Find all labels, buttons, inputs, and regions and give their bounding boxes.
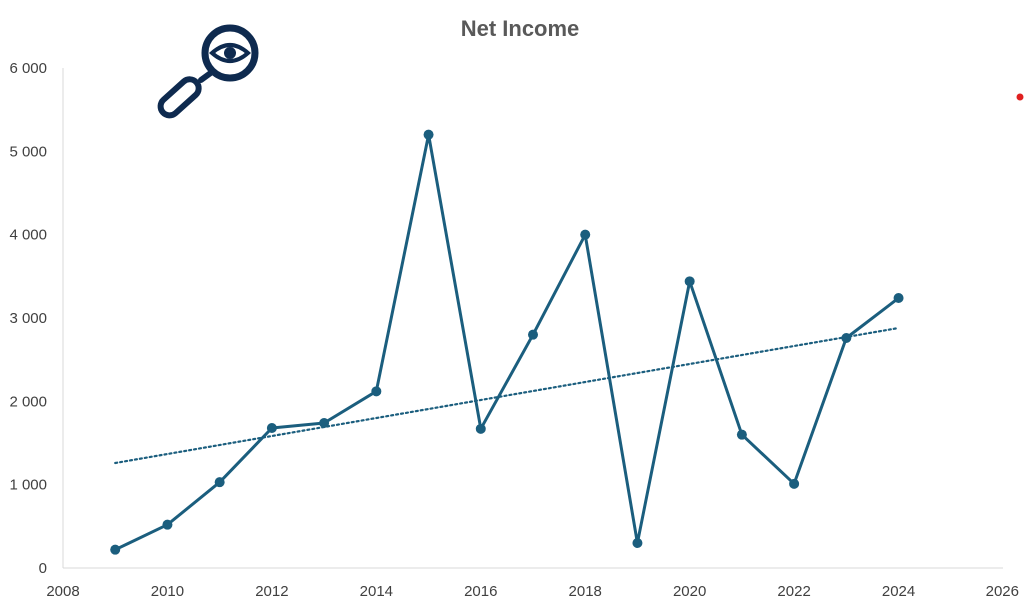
magnifier-eye-icon — [157, 24, 259, 119]
data-point — [684, 276, 695, 287]
series-line — [114, 133, 900, 552]
y-tick-label: 1 000 — [9, 477, 47, 494]
data-point — [632, 538, 643, 548]
x-tick-label: 2018 — [569, 583, 602, 600]
y-tick-label: 5 000 — [9, 143, 47, 160]
trendline — [114, 326, 900, 465]
x-tick-label: 2010 — [151, 583, 184, 600]
data-point — [371, 386, 382, 397]
y-tick-label: 4 000 — [9, 227, 47, 244]
x-tick-label: 2012 — [255, 583, 288, 600]
data-point — [319, 418, 330, 428]
x-tick-label: 2008 — [46, 583, 79, 600]
data-point — [580, 229, 591, 240]
x-tick-label: 2026 — [986, 583, 1019, 600]
x-tick-label: 2020 — [673, 583, 706, 600]
data-point — [789, 478, 800, 489]
x-tick-label: 2024 — [882, 583, 915, 600]
chart-title: Net Income — [460, 16, 580, 41]
data-point — [736, 429, 747, 440]
red-marker-dot — [1016, 93, 1024, 101]
y-tick-label: 2 000 — [9, 393, 47, 410]
data-point — [893, 293, 904, 303]
x-tick-label: 2016 — [464, 583, 497, 600]
x-tick-label: 2014 — [360, 583, 393, 600]
data-point — [475, 423, 486, 434]
axes: 0 1 000 2 000 3 000 4 000 5 000 6 000 2008 2010 2… — [9, 60, 1019, 600]
data-point — [214, 477, 225, 488]
series-layer — [110, 129, 904, 555]
trendline-layer — [114, 326, 900, 465]
x-tick-label: 2022 — [777, 583, 810, 600]
data-point — [423, 129, 434, 140]
data-point — [110, 544, 121, 555]
data-point — [266, 423, 277, 433]
data-point — [528, 329, 538, 340]
data-point — [841, 333, 852, 343]
y-tick-label: 3 000 — [9, 310, 47, 327]
y-tick-label: 0 — [39, 560, 47, 577]
data-point — [162, 519, 173, 530]
y-tick-label: 6 000 — [9, 60, 47, 77]
